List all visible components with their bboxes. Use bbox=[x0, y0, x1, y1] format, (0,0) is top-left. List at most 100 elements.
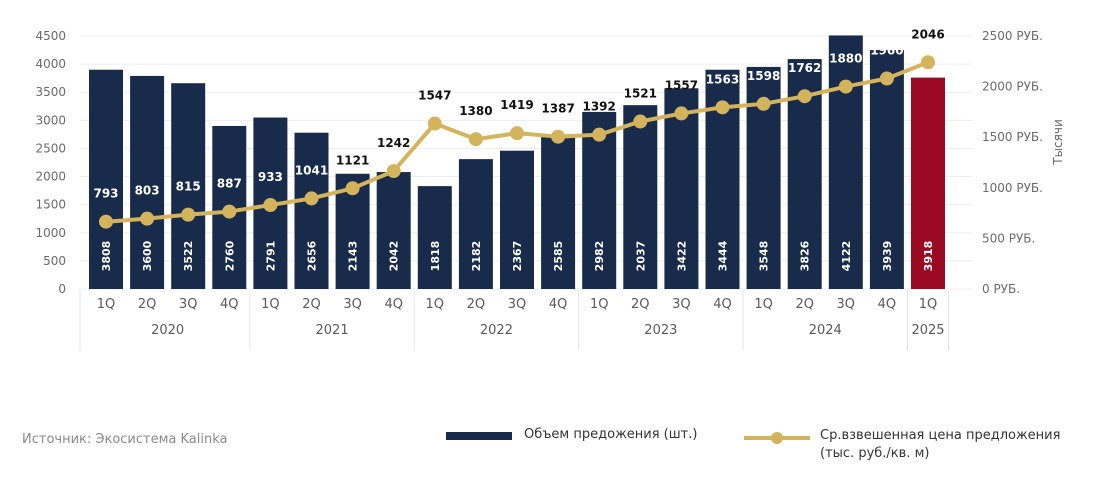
price-value-label: 1547 bbox=[418, 89, 451, 103]
price-point bbox=[797, 89, 812, 104]
price-value-label: 793 bbox=[93, 187, 118, 201]
price-point bbox=[181, 207, 196, 222]
price-value-label: 2046 bbox=[911, 27, 944, 41]
bar-value-label: 2037 bbox=[634, 241, 647, 272]
source-note: Источник: Экосистема Kalinka bbox=[22, 432, 228, 447]
bar-value-label: 2760 bbox=[223, 240, 236, 271]
category-label: 3Q bbox=[672, 297, 691, 312]
bar-value-label: 3918 bbox=[922, 241, 935, 272]
price-point bbox=[633, 114, 648, 129]
price-point bbox=[592, 127, 607, 142]
price-value-label: 1598 bbox=[747, 69, 780, 83]
price-value-label: 933 bbox=[258, 170, 283, 184]
bar-value-label: 1818 bbox=[429, 241, 442, 272]
left-tick-label: 2500 bbox=[35, 141, 66, 155]
bar bbox=[911, 77, 945, 289]
price-point bbox=[756, 96, 771, 111]
bar bbox=[89, 69, 123, 289]
bar-value-label: 3422 bbox=[675, 241, 688, 272]
price-value-label: 1960 bbox=[870, 44, 903, 58]
bar-value-label: 2585 bbox=[552, 241, 565, 272]
bar-value-label: 3826 bbox=[799, 240, 812, 271]
year-label: 2024 bbox=[809, 323, 842, 338]
price-point bbox=[879, 71, 894, 86]
category-label: 4Q bbox=[713, 297, 732, 312]
bar bbox=[500, 150, 534, 289]
category-label: 2Q bbox=[467, 297, 486, 312]
category-label: 4Q bbox=[878, 297, 897, 312]
left-tick-label: 1500 bbox=[35, 198, 66, 212]
legend-line-label-1: Ср.взвешенная цена предложения bbox=[820, 428, 1061, 443]
bar bbox=[376, 172, 411, 289]
legend-line-label-2: (тыс. руб./кв. м) bbox=[820, 446, 930, 461]
category-label: 1Q bbox=[590, 297, 609, 312]
bar-value-label: 2791 bbox=[264, 241, 277, 272]
price-point bbox=[674, 106, 689, 121]
bar-value-label: 3444 bbox=[717, 240, 730, 271]
category-label: 3Q bbox=[837, 297, 856, 312]
legend-bar-swatch bbox=[446, 432, 512, 440]
price-value-label: 1242 bbox=[377, 136, 410, 150]
price-point bbox=[551, 129, 566, 144]
bar-value-label: 2182 bbox=[470, 241, 483, 272]
price-value-label: 1041 bbox=[295, 163, 328, 177]
price-point bbox=[99, 214, 113, 229]
right-tick-label: 1000 РУБ. bbox=[982, 181, 1043, 195]
price-value-label: 887 bbox=[217, 177, 242, 191]
category-label: 1Q bbox=[754, 297, 773, 312]
year-label: 2022 bbox=[480, 323, 513, 338]
bar-value-label: 4122 bbox=[840, 241, 853, 272]
bar bbox=[664, 88, 699, 289]
bar bbox=[623, 105, 658, 289]
category-label: 4Q bbox=[220, 297, 239, 312]
price-point bbox=[510, 126, 524, 141]
price-value-label: 815 bbox=[176, 180, 201, 194]
year-label: 2021 bbox=[316, 323, 349, 338]
price-value-label: 1880 bbox=[829, 52, 862, 66]
left-tick-label: 3000 bbox=[35, 113, 66, 127]
bar-value-label: 3522 bbox=[182, 241, 195, 272]
category-label: 3Q bbox=[179, 297, 198, 312]
bar bbox=[541, 134, 576, 289]
category-label: 2Q bbox=[302, 297, 321, 312]
bar-value-label: 2367 bbox=[511, 241, 524, 272]
left-tick-label: 0 bbox=[58, 282, 66, 296]
right-tick-label: 0 РУБ. bbox=[982, 282, 1020, 296]
price-value-label: 1419 bbox=[500, 98, 533, 112]
price-value-label: 1762 bbox=[788, 61, 821, 75]
bar bbox=[130, 75, 165, 289]
bar-value-label: 3939 bbox=[881, 241, 894, 272]
category-label: 2Q bbox=[795, 297, 814, 312]
left-tick-label: 4500 bbox=[35, 29, 66, 43]
category-label: 4Q bbox=[549, 297, 568, 312]
year-label: 2020 bbox=[151, 323, 184, 338]
category-label: 3Q bbox=[343, 297, 362, 312]
bar-value-label: 2656 bbox=[306, 240, 319, 271]
left-tick-label: 4000 bbox=[35, 57, 66, 71]
price-value-label: 1380 bbox=[459, 104, 492, 118]
category-label: 1Q bbox=[97, 297, 116, 312]
right-tick-label: 2500 РУБ. bbox=[982, 29, 1043, 43]
bar bbox=[458, 159, 493, 289]
price-value-label: 1563 bbox=[706, 72, 739, 86]
price-point bbox=[921, 55, 935, 70]
price-value-label: 1392 bbox=[582, 100, 615, 114]
left-tick-label: 3500 bbox=[35, 85, 66, 99]
category-label: 2Q bbox=[631, 297, 650, 312]
price-value-label: 803 bbox=[135, 184, 160, 198]
bar-value-label: 3600 bbox=[141, 240, 154, 271]
bar bbox=[417, 186, 452, 289]
price-point bbox=[715, 100, 730, 115]
price-value-label: 1521 bbox=[624, 87, 657, 101]
bar-value-label: 3808 bbox=[100, 241, 113, 272]
price-point bbox=[468, 132, 483, 147]
bar bbox=[171, 83, 206, 289]
category-label: 1Q bbox=[426, 297, 445, 312]
price-point bbox=[345, 181, 360, 196]
price-value-label: 1557 bbox=[665, 78, 698, 92]
right-tick-label: 1500 РУБ. bbox=[982, 130, 1043, 144]
category-label: 2Q bbox=[138, 297, 157, 312]
bar-value-label: 2982 bbox=[593, 241, 606, 272]
legend-line-label: Ср.взвешенная цена предложения (тыс. руб… bbox=[820, 427, 1060, 463]
